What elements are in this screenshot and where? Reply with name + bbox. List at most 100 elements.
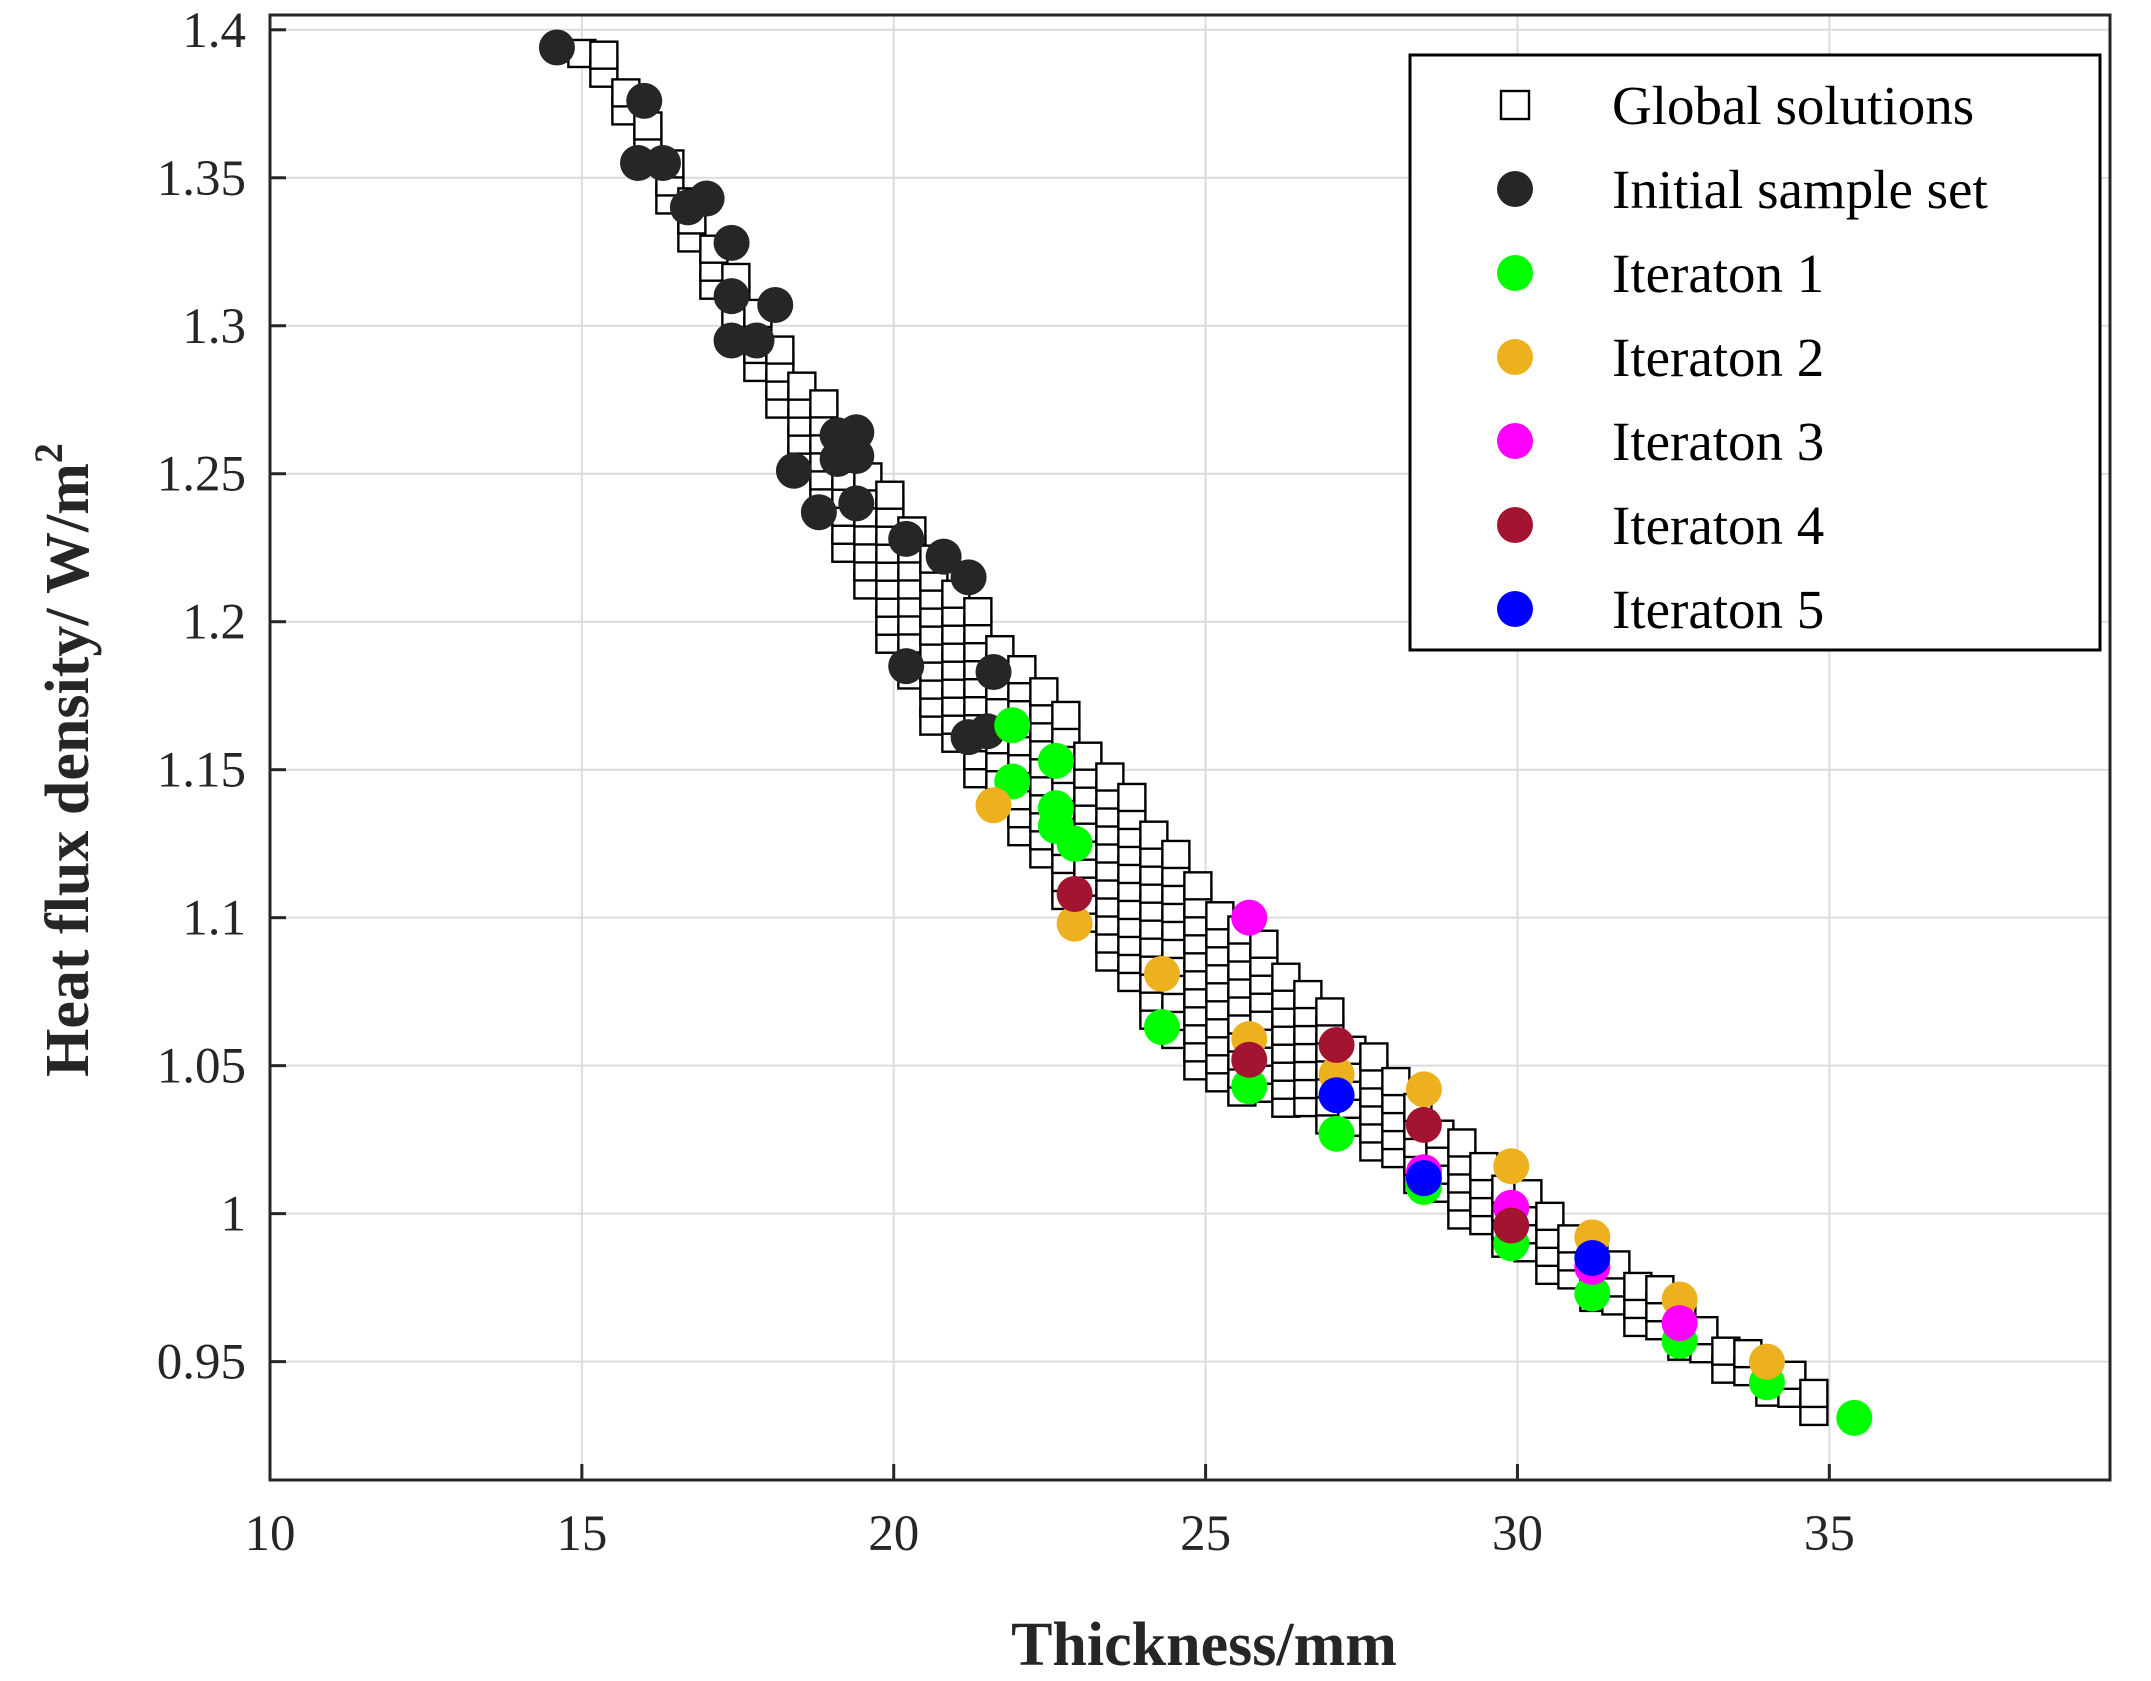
global-solution-marker — [1183, 871, 1213, 901]
global-solution-marker — [1161, 839, 1191, 870]
initial-sample-set-point — [800, 494, 837, 531]
iteraton-1-point — [1574, 1275, 1611, 1312]
global-solution-marker — [1117, 782, 1147, 813]
global-solution-marker — [875, 480, 905, 510]
iteraton-4-point — [1318, 1026, 1355, 1063]
iteraton-2-point — [1748, 1343, 1785, 1380]
iteraton-5-point — [1405, 1160, 1442, 1197]
global-solution-marker — [1799, 1378, 1829, 1409]
iteraton-4-point — [1056, 876, 1093, 912]
initial-sample-set-point — [838, 485, 875, 522]
legend-label-iteraton-5: Iteraton 5 — [1612, 579, 1824, 640]
iteraton-3-point — [1231, 899, 1268, 936]
initial-sample-set-point — [975, 654, 1012, 691]
y-tick-label: 1.1 — [182, 891, 246, 947]
initial-sample-set-point — [626, 82, 663, 119]
x-tick-label: 35 — [1804, 1506, 1855, 1562]
initial-sample-set-point — [775, 452, 812, 489]
initial-sample-set-point — [713, 278, 750, 315]
x-tick-label: 25 — [1180, 1506, 1231, 1562]
initial-sample-set-point — [757, 287, 794, 324]
y-tick-label: 1.15 — [157, 743, 246, 799]
iteraton-1-point — [1037, 742, 1074, 779]
y-tick-label: 1.25 — [157, 447, 246, 503]
iteraton-1-point — [1231, 1068, 1268, 1105]
iteraton-2-point — [1405, 1071, 1442, 1108]
y-axis-title-superscript: 2 — [26, 443, 71, 463]
legend-marker-iteraton-2 — [1497, 339, 1533, 375]
iteraton-2-point — [1056, 905, 1093, 942]
y-tick-label: 0.95 — [157, 1335, 246, 1391]
y-axis-title-main: Heat flux density/ W/m — [34, 463, 102, 1077]
global-solution-marker — [1095, 762, 1125, 792]
iteraton-2-point — [975, 787, 1012, 824]
x-tick-label: 10 — [245, 1506, 296, 1562]
legend-marker-global-solutions — [1499, 89, 1531, 121]
y-tick-label: 1.2 — [182, 595, 246, 651]
initial-sample-set-point — [888, 520, 925, 557]
initial-sample-set-point — [713, 224, 750, 261]
legend-label-iteraton-2: Iteraton 2 — [1612, 327, 1824, 388]
y-axis-ticks: 0.95 1 1.05 1.1 1.15 1.2 1.25 1.3 1.35 1.4 — [157, 3, 286, 1391]
initial-sample-set-point — [620, 144, 656, 181]
y-tick-label: 1 — [221, 1187, 247, 1243]
y-axis-title: Heat flux density/ W/m2 — [26, 443, 102, 1077]
x-axis-ticks: 10 15 20 25 30 35 — [245, 1464, 1855, 1562]
plot-frame — [268, 13, 2112, 1482]
x-axis-title: Thickness/mm — [1011, 1611, 1397, 1679]
initial-sample-set-point — [688, 180, 725, 217]
y-tick-label: 1.35 — [157, 151, 246, 207]
global-solution-marker — [809, 389, 839, 419]
legend-marker-iteraton-5 — [1497, 591, 1533, 627]
iteraton-3-point — [1661, 1305, 1698, 1342]
iteraton-1-point — [1056, 825, 1093, 862]
sample-markers — [538, 29, 1873, 1436]
iteraton-5-point — [1574, 1240, 1611, 1277]
iteraton-1-point — [1318, 1115, 1355, 1152]
global-solution-marker — [1315, 997, 1345, 1027]
initial-sample-set-point — [888, 648, 925, 685]
iteraton-2-point — [1143, 955, 1180, 992]
initial-sample-set-point — [925, 538, 962, 575]
global-solution-marker — [1469, 1151, 1499, 1182]
legend-marker-initial-sample-set — [1497, 171, 1533, 207]
iteraton-2-point — [1493, 1148, 1530, 1185]
initial-sample-set-point — [644, 144, 681, 181]
x-tick-label: 15 — [556, 1506, 607, 1562]
legend-label-global-solutions: Global solutions — [1612, 75, 1974, 136]
global-solution-marker — [963, 597, 993, 627]
iteraton-1-point — [994, 707, 1031, 744]
y-tick-label: 1.05 — [157, 1039, 246, 1095]
iteraton-4-point — [1493, 1207, 1530, 1244]
initial-sample-set-point — [738, 322, 775, 359]
initial-sample-set-point — [538, 29, 575, 66]
iteraton-1-point — [1836, 1399, 1873, 1436]
y-tick-label: 1.4 — [182, 3, 246, 59]
legend: Global solutions Initial sample set Iterat… — [1408, 53, 2102, 652]
x-tick-label: 20 — [868, 1506, 919, 1562]
legend-label-iteraton-1: Iteraton 1 — [1612, 243, 1824, 304]
global-solution-marker — [589, 40, 619, 70]
global-solution-marker — [1249, 929, 1279, 959]
global-solution-marker — [1359, 1042, 1389, 1072]
global-solution-marker — [1029, 677, 1059, 707]
legend-label-initial-sample-set: Initial sample set — [1612, 159, 1988, 220]
iteraton-4-point — [1405, 1106, 1442, 1143]
iteraton-5-point — [1318, 1077, 1355, 1114]
y-tick-label: 1.3 — [182, 299, 246, 355]
iteraton-1-point — [1143, 1009, 1180, 1046]
legend-marker-iteraton-4 — [1497, 507, 1533, 543]
global-solution-marker — [1381, 1066, 1411, 1097]
legend-marker-iteraton-3 — [1497, 423, 1533, 459]
legend-marker-iteraton-1 — [1497, 255, 1533, 291]
iteraton-4-point — [1231, 1041, 1268, 1078]
global-solution-marker — [1051, 700, 1081, 731]
initial-sample-set-point — [950, 559, 987, 596]
legend-label-iteraton-3: Iteraton 3 — [1612, 411, 1824, 472]
initial-sample-set-point — [838, 437, 875, 474]
x-tick-label: 30 — [1492, 1506, 1543, 1562]
initial-sample-set-point — [713, 322, 750, 359]
legend-label-iteraton-4: Iteraton 4 — [1612, 495, 1824, 556]
global-solution-marker — [1073, 741, 1103, 771]
